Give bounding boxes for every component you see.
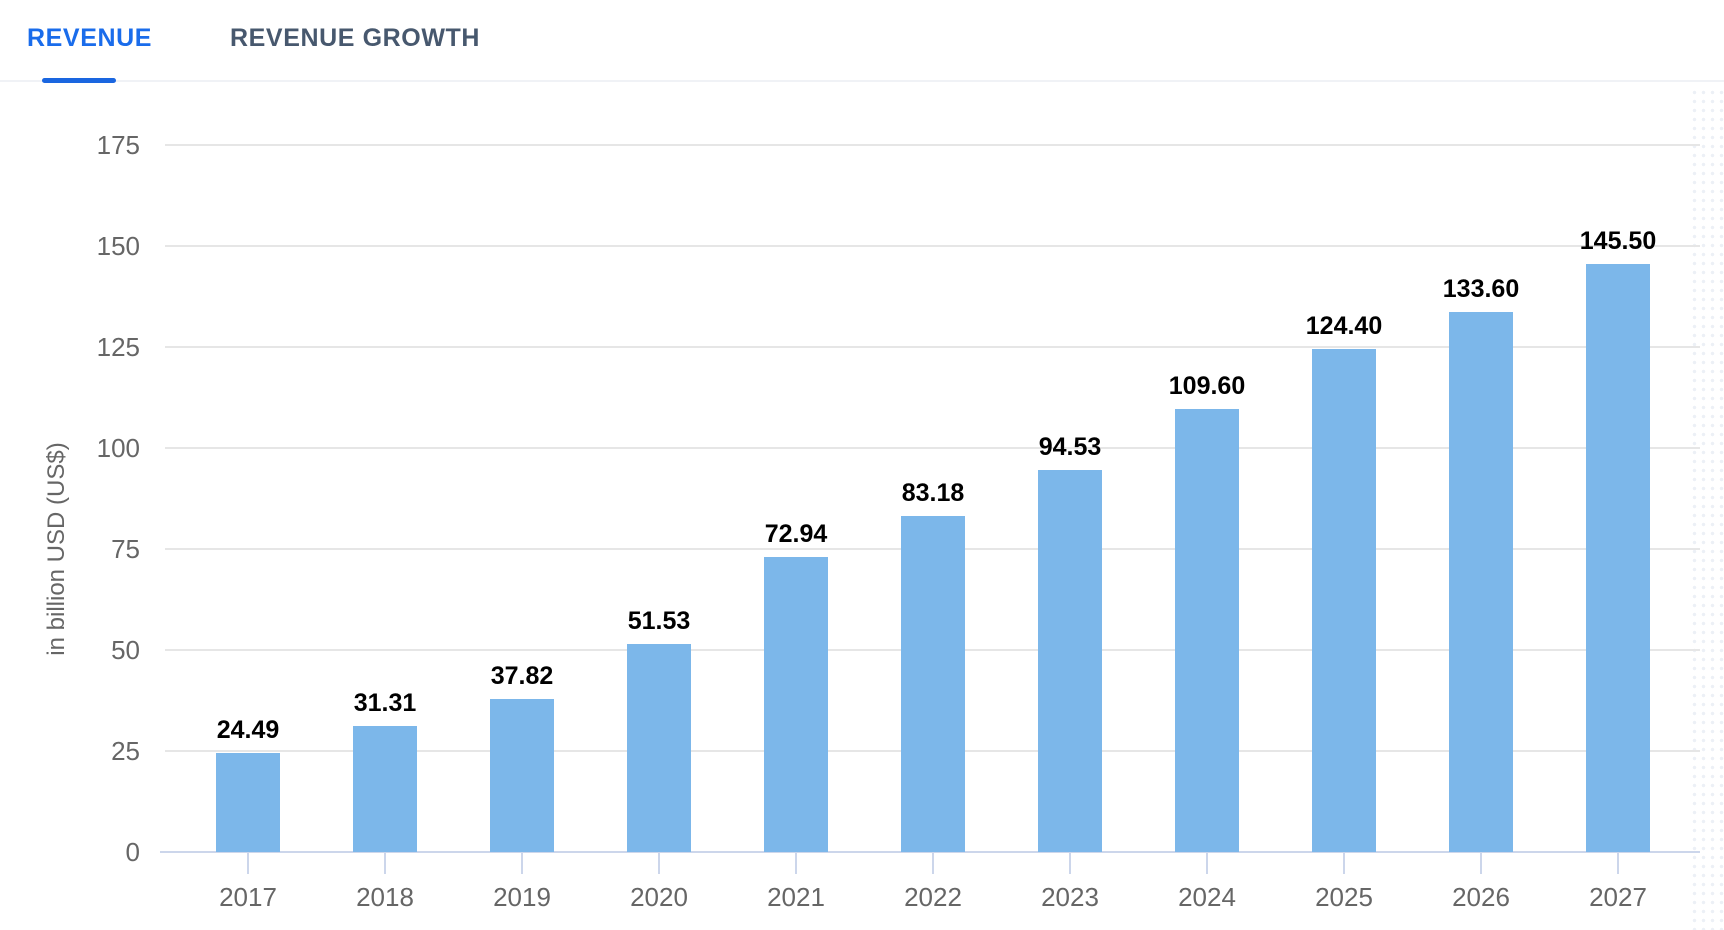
x-axis-category-label: 2026 [1452, 882, 1510, 912]
x-axis-category-label: 2021 [767, 882, 825, 912]
revenue-bar-chart: in billion USD (US$) 0 25 50 75 100 125 150 175… [0, 84, 1724, 930]
bar-2027[interactable] [1586, 264, 1650, 852]
bar-value-label: 83.18 [901, 478, 965, 507]
x-axis-category-label: 2023 [1041, 882, 1099, 912]
y-axis-tick-label: 50 [111, 635, 140, 665]
x-axis-tick [384, 853, 386, 874]
active-tab-underline [42, 78, 116, 83]
dotted-background-pattern [1690, 88, 1724, 930]
y-axis-tick-label: 75 [111, 534, 140, 564]
tab-bar: REVENUE REVENUE GROWTH [0, 0, 1724, 84]
bar-2026[interactable] [1449, 312, 1513, 852]
bar-value-label: 94.53 [1038, 433, 1102, 462]
bar-value-label: 37.82 [490, 662, 554, 691]
x-axis-category-label: 2024 [1178, 882, 1236, 912]
bar-value-label: 124.40 [1305, 312, 1383, 341]
tab-revenue[interactable]: REVENUE [27, 14, 152, 62]
bar-2023[interactable] [1038, 470, 1102, 852]
bar-2024[interactable] [1175, 409, 1239, 852]
x-axis-category-label: 2025 [1315, 882, 1373, 912]
bar-2019[interactable] [490, 699, 554, 852]
x-axis-tick [795, 853, 797, 874]
x-axis-category-label: 2027 [1589, 882, 1647, 912]
x-axis-tick [1069, 853, 1071, 874]
tab-revenue-label: REVENUE [27, 23, 153, 52]
x-axis-tick [1480, 853, 1482, 874]
bar-2017[interactable] [216, 753, 280, 852]
x-axis-category-label: 2018 [356, 882, 414, 912]
y-axis-tick-label: 100 [96, 433, 140, 463]
y-axis-tick-label: 150 [96, 231, 140, 261]
bar-2025[interactable] [1312, 349, 1376, 852]
tab-revenue-growth-label: REVENUE GROWTH [230, 23, 481, 52]
x-axis-tick [1206, 853, 1208, 874]
y-axis-tick-label: 25 [111, 736, 140, 766]
bar-value-label: 145.50 [1579, 227, 1657, 256]
bar-value-label: 72.94 [764, 520, 828, 549]
x-axis-tick [1343, 853, 1345, 874]
gridline [165, 144, 1700, 146]
x-axis-tick [521, 853, 523, 874]
bar-value-label: 31.31 [353, 688, 417, 717]
y-axis-tick-label: 0 [125, 837, 140, 867]
x-axis-category-label: 2017 [219, 882, 277, 912]
x-axis-tick [658, 853, 660, 874]
x-axis-tick [247, 853, 249, 874]
x-axis-tick [1617, 853, 1619, 874]
bar-2021[interactable] [764, 557, 828, 852]
tab-revenue-growth[interactable]: REVENUE GROWTH [230, 14, 480, 62]
bar-2022[interactable] [901, 515, 965, 852]
bar-value-label: 133.60 [1442, 275, 1520, 304]
bar-2020[interactable] [627, 643, 691, 852]
gridline [165, 245, 1700, 247]
tab-separator-line [0, 80, 1724, 82]
y-axis-tick-label: 125 [96, 332, 140, 362]
bar-2018[interactable] [353, 725, 417, 852]
bar-value-label: 24.49 [216, 716, 280, 745]
gridline [165, 447, 1700, 449]
y-axis-tick-label: 175 [96, 130, 140, 160]
bar-value-label: 109.60 [1168, 372, 1246, 401]
gridline [165, 346, 1700, 348]
bar-value-label: 51.53 [627, 606, 691, 635]
x-axis-category-label: 2019 [493, 882, 551, 912]
x-axis-tick [932, 853, 934, 874]
x-axis-category-label: 2020 [630, 882, 688, 912]
x-axis-category-label: 2022 [904, 882, 962, 912]
x-axis-line [160, 851, 1700, 853]
